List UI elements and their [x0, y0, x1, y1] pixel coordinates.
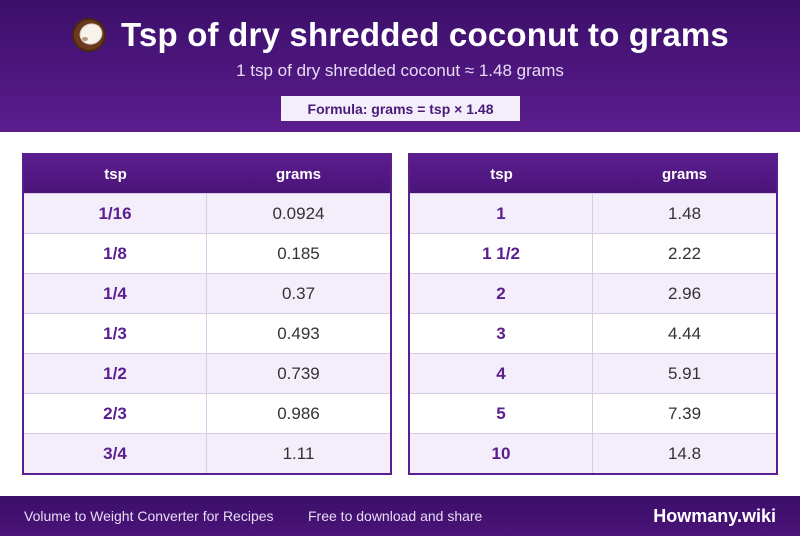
tsp-cell: 1 1/2 [410, 234, 593, 273]
grams-cell: 7.39 [667, 403, 702, 423]
brand-link[interactable]: Howmany.wiki [653, 505, 776, 526]
conversion-table-left: tsp grams 1/16 0.0924 1/8 0.185 1/4 0.37 1/… [22, 153, 392, 475]
grams-cell: 1.48 [667, 203, 702, 223]
grams-cell: 4.44 [667, 323, 702, 343]
footer-description: Volume to Weight Converter for Recipes [24, 508, 274, 524]
tsp-cell: 2 [410, 274, 593, 313]
table-header: tsp grams [410, 155, 776, 193]
table-row: 1/2 0.739 [24, 353, 390, 393]
tsp-cell: 1/4 [24, 274, 207, 313]
grams-cell: 1.11 [282, 443, 315, 463]
column-header-tsp: tsp [104, 165, 127, 183]
header-banner: Tsp of dry shredded coconut to grams 1 t… [0, 0, 800, 132]
table-row: 2 2.96 [410, 273, 776, 313]
table-header: tsp grams [24, 155, 390, 193]
tsp-cell: 5 [410, 394, 593, 433]
grams-cell: 0.0924 [272, 203, 325, 223]
table-body: 1 1.48 1 1/2 2.22 2 2.96 3 4.44 4 5.91 5 7.39 … [410, 193, 776, 473]
column-header-tsp: tsp [490, 165, 513, 183]
page-title: Tsp of dry shredded coconut to grams [121, 16, 729, 53]
table-row: 1 1.48 [410, 193, 776, 233]
table-row: 4 5.91 [410, 353, 776, 393]
table-row: 5 7.39 [410, 393, 776, 433]
grams-cell: 14.8 [667, 443, 702, 463]
table-row: 10 14.8 [410, 433, 776, 473]
tsp-cell: 1 [410, 194, 593, 233]
table-row: 1/3 0.493 [24, 313, 390, 353]
table-row: 2/3 0.986 [24, 393, 390, 433]
tsp-cell: 3/4 [24, 434, 207, 473]
grams-cell: 0.986 [277, 403, 320, 423]
tsp-cell: 2/3 [24, 394, 207, 433]
table-row: 3 4.44 [410, 313, 776, 353]
grams-cell: 0.185 [277, 243, 320, 263]
page-subtitle: 1 tsp of dry shredded coconut ≈ 1.48 gra… [236, 61, 564, 80]
footer-note: Free to download and share [308, 508, 483, 524]
tsp-cell: 10 [410, 434, 593, 473]
grams-cell: 0.37 [281, 283, 316, 303]
column-header-grams: grams [661, 165, 708, 183]
table-row: 1/16 0.0924 [24, 193, 390, 233]
tsp-cell: 1/16 [24, 194, 207, 233]
tsp-cell: 1/3 [24, 314, 207, 353]
formula-badge: Formula: grams = tsp × 1.48 [281, 96, 520, 121]
table-row: 1/8 0.185 [24, 233, 390, 273]
grams-cell: 2.22 [667, 243, 702, 263]
table-body: 1/16 0.0924 1/8 0.185 1/4 0.37 1/3 0.493 1/2… [24, 193, 390, 473]
grams-cell: 2.96 [667, 283, 702, 303]
grams-cell: 0.739 [277, 363, 320, 383]
tsp-cell: 4 [410, 354, 593, 393]
tsp-cell: 3 [410, 314, 593, 353]
footer-bar: Volume to Weight Converter for Recipes F… [0, 496, 800, 536]
coconut-icon [72, 18, 106, 52]
tsp-cell: 1/2 [24, 354, 207, 393]
table-row: 1 1/2 2.22 [410, 233, 776, 273]
grams-cell: 5.91 [667, 363, 702, 383]
title-row: Tsp of dry shredded coconut to grams [0, 12, 800, 58]
column-header-grams: grams [275, 165, 322, 183]
tsp-cell: 1/8 [24, 234, 207, 273]
table-row: 1/4 0.37 [24, 273, 390, 313]
grams-cell: 0.493 [277, 323, 320, 343]
table-row: 3/4 1.11 [24, 433, 390, 473]
